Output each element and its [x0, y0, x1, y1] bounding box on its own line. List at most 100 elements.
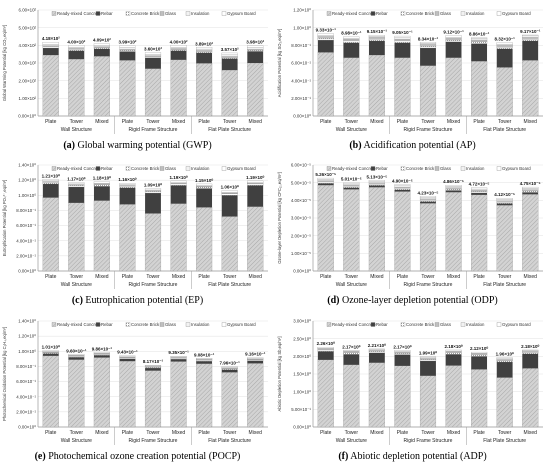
- bar-segment-concrete: [93, 56, 110, 117]
- group-label: Rigid Frame Structure: [129, 282, 178, 288]
- chart-c: 0.00×10⁰ 2.00×10⁻¹ 4.00×10⁻¹ 6.00×10⁻¹ 8.00×…: [2, 163, 268, 289]
- bar-segment-glass: [419, 358, 437, 360]
- x-tick-label: Plate: [122, 430, 134, 436]
- total-label: 1.09×10⁰: [144, 182, 162, 187]
- x-tick-label: Tower: [421, 430, 435, 436]
- bar-segment-brick: [317, 181, 334, 184]
- group-label: Flat Plate Structure: [208, 438, 251, 444]
- total-label: 4.18×10²: [42, 36, 60, 41]
- bar-segment-gypsum: [247, 357, 264, 359]
- legend-label-gypsum: Gypsum Board: [227, 322, 256, 327]
- y-axis-label: Ozone-layer Depletion Potential [kg CFC₁…: [277, 172, 282, 264]
- x-tick-label: Mixed: [370, 274, 384, 280]
- bar-segment-rebar: [247, 51, 264, 63]
- bar-segment-rebar: [394, 189, 411, 192]
- y-tick-label: 1.00×10⁰: [18, 193, 36, 198]
- x-tick-label: Tower: [345, 274, 359, 280]
- group-label: Flat Plate Structure: [483, 282, 526, 288]
- bar-segment-glass: [471, 353, 488, 356]
- total-label: 2.18×10⁰: [444, 344, 462, 349]
- group-label: Flat Plate Structure: [208, 282, 251, 288]
- caption-f-text: Abiotic depletion potential (ADP): [348, 451, 487, 462]
- bar-segment-insulation: [471, 38, 488, 41]
- bar-segment-gypsum: [317, 177, 334, 180]
- x-tick-label: Tower: [70, 119, 84, 125]
- bar-segment-glass: [144, 55, 162, 57]
- x-tick-label: Plate: [473, 430, 485, 436]
- x-tick-label: Tower: [498, 119, 512, 125]
- total-label: 1.18×10⁰: [93, 176, 111, 181]
- bar-segment-glass: [496, 200, 513, 203]
- legend-swatch-insulation: [185, 11, 191, 16]
- bar-segment-concrete: [119, 204, 136, 272]
- bar-segment-gypsum: [247, 45, 264, 48]
- legend-label-gypsum: Gypsum Board: [502, 322, 531, 327]
- bar-segment-concrete: [170, 361, 187, 428]
- bar-segment-rebar: [420, 360, 436, 376]
- y-tick-label: 1.50×10⁰: [293, 372, 311, 377]
- x-tick-label: Tower: [223, 430, 237, 436]
- y-tick-label: 0.00×10⁰: [293, 114, 311, 119]
- bar-segment-gypsum: [419, 42, 437, 44]
- bar-segment-rebar: [343, 187, 360, 190]
- legend-label-gypsum: Gypsum Board: [502, 166, 531, 171]
- x-tick-label: Tower: [345, 119, 359, 125]
- total-label: 5.01×10⁻⁵: [341, 176, 362, 181]
- total-label: 4.12×10⁻⁵: [494, 192, 515, 197]
- x-tick-label: Plate: [397, 430, 409, 436]
- total-label: 3.98×10²: [246, 40, 264, 45]
- x-tick-label: Tower: [70, 274, 84, 280]
- y-tick-label: 0.00×10⁰: [293, 269, 311, 274]
- bar-segment-gypsum: [496, 198, 513, 200]
- x-tick-label: Plate: [45, 119, 57, 125]
- total-label: 2.12×10⁰: [470, 346, 488, 351]
- bar-segment-insulation: [496, 43, 513, 46]
- bar-segment-rebar: [145, 57, 161, 69]
- y-tick-label: 4.00×10⁻¹: [291, 78, 311, 83]
- bar-segment-brick: [144, 191, 162, 194]
- total-label: 2.17×10⁰: [342, 344, 360, 349]
- bar-segment-concrete: [170, 203, 187, 272]
- bar-segment-rebar: [343, 42, 360, 58]
- bar-segment-gypsum: [68, 354, 85, 356]
- bar-segment-rebar: [445, 354, 462, 366]
- bar-segment-glass: [317, 180, 334, 183]
- x-tick-label: Mixed: [249, 274, 263, 280]
- bar-segment-concrete: [471, 61, 488, 117]
- bar-segment-gypsum: [93, 181, 110, 184]
- bar-segment-glass: [471, 190, 488, 192]
- legend-swatch-glass: [434, 166, 440, 171]
- total-label: 1.21×10⁰: [42, 173, 60, 178]
- chart-f: 0.00×10⁰ 5.00×10⁻¹ 1.00×10⁰ 1.50×10⁰ 2.00×10…: [277, 319, 543, 445]
- bar-segment-glass: [221, 56, 238, 58]
- bar-segment-glass: [496, 45, 513, 48]
- bar-segment-rebar: [196, 52, 213, 64]
- bar-segment-gypsum: [496, 42, 513, 45]
- total-label: 9.60×10⁻¹: [66, 348, 87, 353]
- total-label: 4.75×10⁻⁵: [520, 181, 541, 186]
- panel-e: 0.00×10⁰ 2.00×10⁻¹ 4.00×10⁻¹ 6.00×10⁻¹ 8.00×…: [0, 311, 275, 466]
- y-tick-label: 2.00×10⁻¹: [291, 96, 311, 101]
- group-label: Flat Plate Structure: [483, 127, 526, 133]
- y-tick-label: 8.00×10⁻¹: [16, 208, 36, 213]
- bar-segment-glass: [394, 39, 411, 42]
- bar-segment-glass: [368, 37, 385, 40]
- x-tick-label: Plate: [473, 274, 485, 280]
- legend-swatch-brick: [400, 166, 406, 171]
- x-tick-label: Tower: [223, 119, 237, 125]
- legend-label-insulation: Insulation: [466, 166, 485, 171]
- bar-segment-brick: [368, 183, 385, 186]
- total-label: 1.15×10⁰: [195, 178, 213, 183]
- y-tick-label: 4.00×10⁻¹: [16, 238, 36, 243]
- bar-segment-concrete: [368, 54, 385, 117]
- bar-segment-insulation: [368, 36, 385, 38]
- bar-segment-gypsum: [394, 184, 411, 186]
- legend-label-brick: Concrete Brick: [131, 166, 160, 171]
- total-label: 4.00×10²: [67, 39, 85, 44]
- bar-segment-rebar: [368, 40, 385, 56]
- bar-segment-gypsum: [196, 358, 213, 360]
- bar-segment-rebar: [420, 201, 436, 204]
- caption-e: (e) Photochemical ozone creation potenti…: [0, 451, 275, 462]
- group-label: Wall Structure: [336, 438, 367, 444]
- legend-swatch-gypsum: [496, 11, 502, 16]
